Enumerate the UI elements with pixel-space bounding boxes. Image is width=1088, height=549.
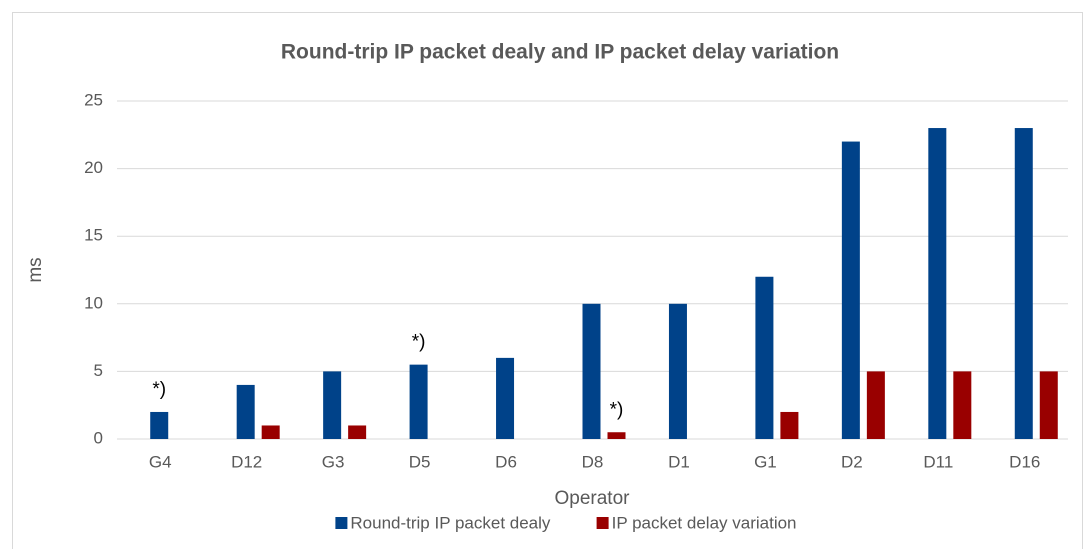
- bar: [150, 411, 169, 439]
- y-tick-label: 0: [94, 428, 103, 447]
- bar: [953, 371, 972, 439]
- bar: [928, 128, 947, 440]
- bar: [668, 303, 687, 439]
- bar: [409, 364, 428, 439]
- x-tick-label: D12: [231, 452, 262, 471]
- y-tick-label: 10: [84, 293, 103, 312]
- x-tick-label: D2: [841, 452, 863, 471]
- chart-frame: [12, 12, 1083, 549]
- annotation: *): [412, 332, 426, 353]
- y-tick-label: 5: [94, 361, 103, 380]
- y-tick-label: 20: [84, 158, 103, 177]
- bar: [780, 411, 799, 439]
- annotation: *): [610, 399, 624, 420]
- x-tick-label: D8: [582, 452, 604, 471]
- bar: [582, 303, 601, 439]
- annotation: *): [152, 379, 166, 400]
- bar: [1039, 371, 1058, 439]
- y-tick-label: 15: [84, 226, 103, 245]
- legend-swatch: [596, 517, 609, 529]
- x-tick-label: D6: [495, 452, 517, 471]
- x-tick-label: G1: [754, 452, 777, 471]
- bar: [755, 276, 774, 439]
- bar: [348, 425, 367, 439]
- legend-label: IP packet delay variation: [612, 513, 797, 532]
- x-tick-label: D1: [668, 452, 690, 471]
- bar: [261, 425, 280, 439]
- chart-title: Round-trip IP packet dealy and IP packet…: [281, 41, 839, 64]
- bar: [1014, 128, 1033, 440]
- legend-label: Round-trip IP packet dealy: [350, 513, 551, 532]
- y-axis-label: ms: [25, 257, 46, 282]
- bar: [866, 371, 885, 439]
- legend-swatch: [335, 517, 348, 529]
- bar: [236, 384, 255, 439]
- y-tick-label: 25: [84, 90, 103, 109]
- bar: [607, 432, 626, 439]
- x-tick-label: D16: [1009, 452, 1040, 471]
- x-tick-label: G4: [149, 452, 172, 471]
- bar: [841, 141, 860, 439]
- x-axis-label: Operator: [555, 488, 631, 509]
- bar: [496, 357, 515, 439]
- bar: [323, 371, 342, 439]
- x-tick-label: G3: [322, 452, 345, 471]
- x-tick-label: D5: [409, 452, 431, 471]
- x-tick-label: D11: [923, 452, 953, 471]
